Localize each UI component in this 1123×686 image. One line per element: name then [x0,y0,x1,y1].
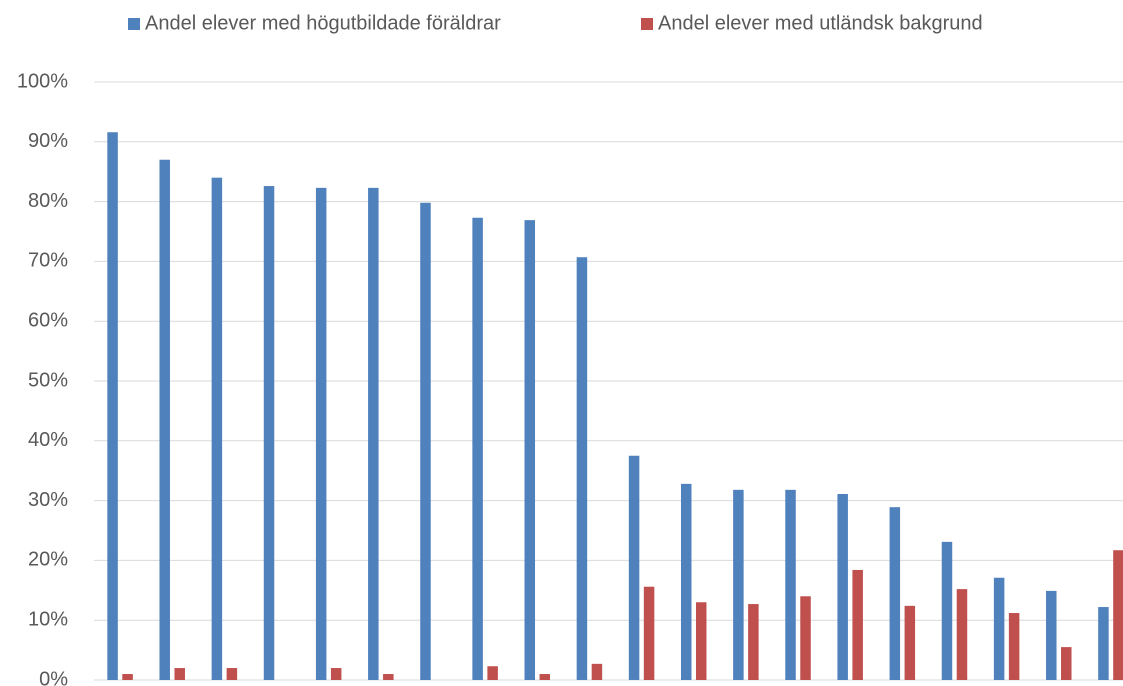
bar [226,668,238,680]
bar [941,541,953,680]
bar [1008,613,1020,680]
bar [733,489,744,680]
y-tick-label: 80% [28,190,68,212]
bar [1046,590,1057,680]
bar [1061,647,1072,680]
bar [524,220,536,680]
bar [174,668,185,680]
bar [107,132,118,680]
bar [785,489,796,680]
bar [330,668,342,680]
bar [889,507,901,680]
bar [159,159,170,681]
legend-label: Andel elever med högutbildade föräldrar [145,12,501,34]
bar [800,596,811,680]
bar [211,177,223,680]
bar [263,186,275,680]
bar [315,187,327,680]
bar [956,589,968,680]
bar [591,663,603,680]
y-tick-label: 60% [28,309,68,331]
y-tick-label: 40% [28,429,68,451]
bar [1113,550,1123,680]
bar [576,257,588,680]
bar [1098,607,1109,680]
legend-swatch [128,18,140,30]
bar [695,602,707,680]
bar [383,674,394,680]
bar [643,586,655,680]
y-tick-label: 10% [28,608,68,630]
bar [122,674,133,680]
bar [368,187,379,680]
bar [628,455,640,680]
bar [748,604,759,680]
y-tick-label: 90% [28,130,68,152]
bar [680,483,692,680]
bar [487,666,498,680]
y-tick-label: 50% [28,369,68,391]
bar [837,494,848,680]
bar [993,577,1005,680]
bar [420,202,431,680]
bar [852,569,863,680]
y-tick-label: 20% [28,549,68,571]
bar [539,674,551,680]
bar [472,217,483,680]
legend-swatch [641,18,653,30]
legend-label: Andel elever med utländsk bakgrund [658,12,983,34]
y-tick-label: 70% [28,250,68,272]
y-tick-label: 0% [39,668,68,686]
y-tick-label: 30% [28,489,68,511]
bar [904,605,916,680]
y-tick-label: 100% [17,70,68,92]
